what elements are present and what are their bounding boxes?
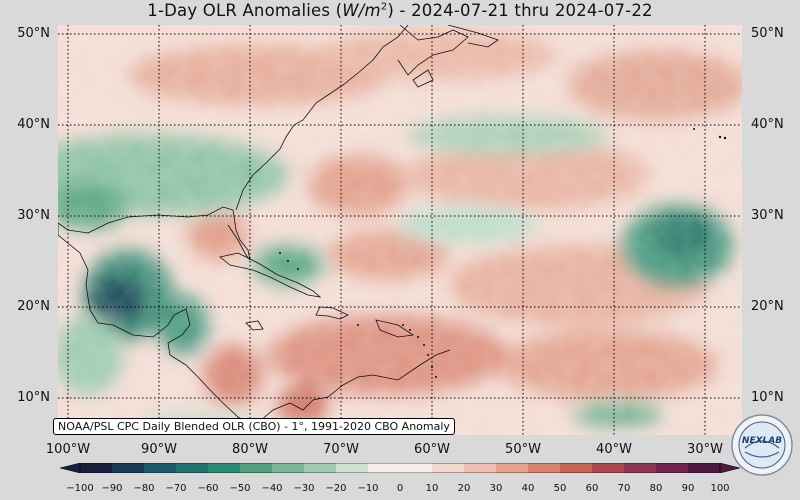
coastlines (58, 25, 499, 435)
lon-label: 40°W (596, 442, 632, 457)
lon-label: 30°W (687, 442, 723, 457)
colorbar-segment (592, 463, 625, 473)
colorbar-segment (496, 463, 529, 473)
colorbar-tick-label: 10 (425, 483, 439, 494)
colorbar-tick-label: −60 (197, 483, 219, 494)
lon-label: 90°W (141, 442, 177, 457)
anomaly-map (58, 25, 742, 435)
colorbar-segment (272, 463, 305, 473)
colorbar-tick-label: 20 (457, 483, 471, 494)
lon-label: 80°W (232, 442, 268, 457)
colorbar-tick-label: 90 (681, 483, 695, 494)
colorbar-segment (112, 463, 145, 473)
colorbar-tick-label: 70 (617, 483, 631, 494)
lat-label-right: 20°N (751, 299, 784, 314)
lon-label: 60°W (414, 442, 450, 457)
colorbar-frame (79, 463, 721, 473)
island-marks (279, 128, 727, 378)
data-source-credit: NOAA/PSL CPC Daily Blended OLR (CBO) - 1… (53, 418, 455, 435)
colorbar-segment (144, 463, 177, 473)
nexlab-logo-icon: NEXLAB (731, 414, 793, 476)
lat-label-right: 10°N (751, 390, 784, 405)
colorbar (60, 463, 740, 473)
lon-label: 50°W (505, 442, 541, 457)
colorbar-tick-label: −50 (229, 483, 251, 494)
lat-label-left: 30°N (17, 208, 50, 223)
lat-label-right: 40°N (751, 117, 784, 132)
colorbar-segment (560, 463, 593, 473)
colorbar-segments (60, 463, 740, 473)
map-title: 1-Day OLR Anomalies (W/m2) - 2024-07-21 … (147, 1, 653, 20)
colorbar-tick-label: −90 (101, 483, 123, 494)
lon-label: 70°W (323, 442, 359, 457)
lat-label-left: 10°N (17, 390, 50, 405)
colorbar-tick-label: 30 (489, 483, 503, 494)
colorbar-tick-label: 40 (521, 483, 535, 494)
colorbar-extend-low (60, 463, 81, 473)
colorbar-segment (80, 463, 113, 473)
colorbar-tick-label: −40 (261, 483, 283, 494)
colorbar-segment (528, 463, 561, 473)
colorbar-segment (240, 463, 273, 473)
lat-label-left: 50°N (17, 26, 50, 41)
colorbar-segment (208, 463, 241, 473)
colorbar-segment (656, 463, 689, 473)
colorbar-tick-label: −30 (293, 483, 315, 494)
colorbar-tick-label: −80 (133, 483, 155, 494)
lat-label-right: 50°N (751, 26, 784, 41)
colorbar-segment (336, 463, 369, 473)
colorbar-segment (624, 463, 657, 473)
lat-label-left: 20°N (17, 299, 50, 314)
grain-texture (58, 25, 742, 435)
logo-text: NEXLAB (742, 436, 782, 446)
colorbar-tick-label: 100 (710, 483, 730, 494)
colorbar-tick-label: −10 (357, 483, 379, 494)
colorbar-tick-label: −70 (165, 483, 187, 494)
colorbar-segment (304, 463, 337, 473)
colorbar-tick-label: 80 (649, 483, 663, 494)
colorbar-segment (688, 463, 721, 473)
colorbar-tick-label: 0 (396, 483, 404, 494)
colorbar-segment (464, 463, 497, 473)
colorbar-segment (368, 463, 401, 473)
lon-label: 100°W (45, 442, 91, 457)
colorbar-tick-label: 60 (585, 483, 599, 494)
lat-label-left: 40°N (17, 117, 50, 132)
colorbar-segment (432, 463, 465, 473)
colorbar-tick-label: 50 (553, 483, 567, 494)
colorbar-segment (400, 463, 433, 473)
colorbar-tick-label: −100 (66, 483, 94, 494)
gridlines (58, 25, 742, 435)
lat-label-right: 30°N (751, 208, 784, 223)
colorbar-segment (176, 463, 209, 473)
colorbar-tick-label: −20 (325, 483, 347, 494)
